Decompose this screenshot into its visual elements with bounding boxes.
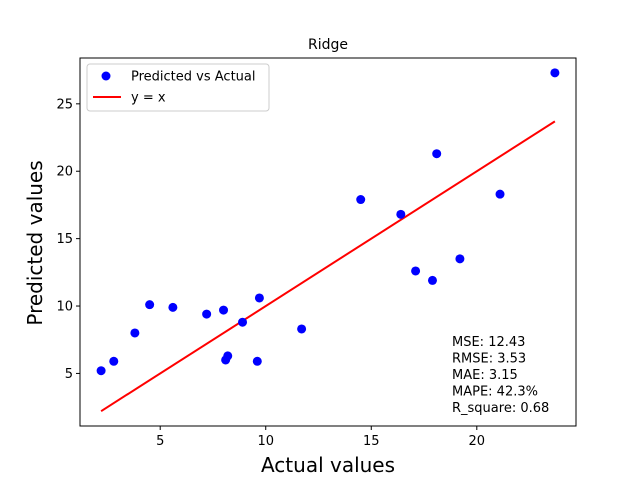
chart-title: Ridge [308, 37, 348, 53]
x-tick-label: 5 [156, 434, 164, 449]
legend-box [86, 63, 270, 112]
data-point [495, 189, 505, 199]
data-point [427, 275, 437, 285]
data-point [411, 266, 421, 276]
data-point [252, 356, 262, 366]
data-point [238, 317, 248, 327]
y-tick-label: 15 [56, 232, 73, 247]
axes: 5 10 15 20 5 10 15 20 25 [56, 57, 577, 449]
data-point [145, 300, 155, 310]
data-point [130, 328, 140, 338]
y-axis-label: Predicted values [23, 160, 47, 325]
y-tick-label: 10 [56, 300, 73, 315]
data-point [223, 351, 233, 361]
data-point [550, 68, 560, 78]
metric-text: R_square: 0.68 [452, 401, 549, 416]
metric-text: MSE: 12.43 [452, 335, 525, 350]
legend-marker-scatter [101, 71, 111, 81]
data-point [254, 293, 264, 303]
metric-text: MAE: 3.15 [452, 368, 518, 383]
data-point [109, 356, 119, 366]
data-point [432, 149, 442, 159]
y-tick-label: 5 [65, 367, 73, 382]
data-point [202, 309, 212, 319]
identity-line [100, 120, 556, 413]
legend-label: y = x [131, 91, 166, 106]
legend-label: Predicted vs Actual [131, 70, 255, 85]
metric-text: RMSE: 3.53 [452, 352, 526, 367]
metric-text: MAPE: 42.3% [452, 385, 538, 400]
y-tick-label: 25 [56, 97, 73, 112]
data-point [297, 324, 307, 334]
plot-area [96, 68, 560, 413]
data-point [168, 302, 178, 312]
x-tick-label: 15 [363, 434, 380, 449]
y-tick-label: 20 [56, 165, 73, 180]
data-point [455, 254, 465, 264]
x-axis-label: Actual values [261, 453, 395, 477]
data-point [219, 305, 229, 315]
x-tick-label: 20 [469, 434, 486, 449]
data-point [96, 366, 106, 376]
legend: Predicted vs Actual y = x [86, 63, 270, 112]
axes-frame [79, 57, 577, 427]
x-tick-label: 10 [257, 434, 274, 449]
data-point [356, 195, 366, 205]
data-point [396, 209, 406, 219]
